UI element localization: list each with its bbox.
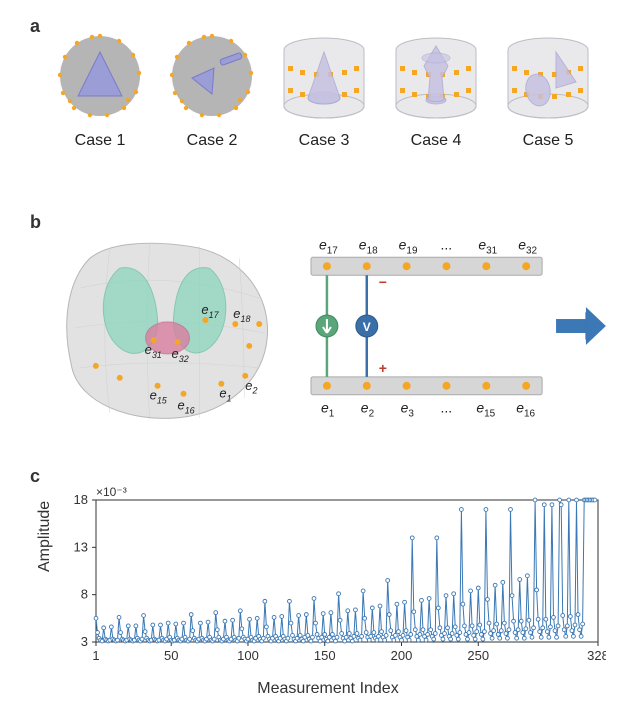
case5-label: Case 5: [523, 132, 574, 150]
torso-svg: e1 e2 e15 e16 e17 e18 e31 e32: [50, 228, 279, 428]
chart-svg: ×10⁻³381318150100150200250328: [50, 482, 606, 672]
svg-text:...: ...: [441, 400, 453, 416]
case-1: Case 1: [50, 28, 150, 150]
arrow-icon: [556, 307, 606, 345]
chart-xlabel: Measurement Index: [50, 680, 606, 698]
case-4: Case 4: [386, 28, 486, 150]
svg-text:150: 150: [314, 648, 336, 663]
svg-text:e16: e16: [516, 400, 535, 420]
svg-text:328: 328: [587, 648, 606, 663]
svg-text:e31: e31: [478, 236, 497, 256]
case1-label: Case 1: [75, 132, 126, 150]
svg-text:50: 50: [164, 648, 178, 663]
svg-text:e2: e2: [361, 400, 375, 420]
case-3: Case 3: [274, 28, 374, 150]
svg-text:100: 100: [237, 648, 259, 663]
panel-label-a: a: [30, 16, 40, 37]
minus-sign: −: [379, 274, 387, 290]
panel-label-b: b: [30, 212, 41, 233]
svg-text:×10⁻³: ×10⁻³: [96, 485, 127, 499]
section-a: Case 1 Case 2: [50, 28, 606, 178]
svg-text:e2: e2: [245, 378, 257, 396]
svg-text:...: ...: [441, 236, 453, 252]
case-2: Case 2: [162, 28, 262, 150]
svg-text:18: 18: [74, 492, 88, 507]
svg-text:e17: e17: [319, 236, 338, 256]
svg-text:1: 1: [92, 648, 99, 663]
section-b: e1 e2 e15 e16 e17 e18 e31 e32 e17 e18 e1…: [50, 228, 606, 428]
svg-text:e18: e18: [359, 236, 378, 256]
svg-text:e3: e3: [401, 400, 415, 420]
v-label: V: [363, 320, 371, 334]
case4-svg: [386, 28, 486, 128]
section-c: Amplitude ×10⁻³381318150100150200250328 …: [50, 482, 606, 692]
cases-row: Case 1 Case 2: [50, 28, 606, 150]
electrode-bars-svg: e17 e18 e19 ... e31 e32 e1 e2: [307, 233, 606, 423]
svg-text:8: 8: [81, 587, 88, 602]
svg-text:13: 13: [74, 539, 88, 554]
svg-text:e32: e32: [518, 236, 537, 256]
svg-text:e19: e19: [399, 236, 418, 256]
svg-text:200: 200: [391, 648, 413, 663]
svg-text:e15: e15: [476, 400, 495, 420]
svg-text:e1: e1: [321, 400, 335, 420]
case5-svg: [498, 28, 598, 128]
case2-svg: [162, 28, 262, 128]
case3-svg: [274, 28, 374, 128]
case2-label: Case 2: [187, 132, 238, 150]
case3-label: Case 3: [299, 132, 350, 150]
chart-ylabel: Amplitude: [36, 501, 54, 572]
svg-text:250: 250: [467, 648, 489, 663]
case1-svg: [50, 28, 150, 128]
svg-text:3: 3: [81, 634, 88, 649]
panel-label-c: c: [30, 466, 40, 487]
plus-sign: +: [379, 360, 387, 376]
case-5: Case 5: [498, 28, 598, 150]
case4-label: Case 4: [411, 132, 462, 150]
chart-container: Amplitude ×10⁻³381318150100150200250328 …: [50, 482, 606, 692]
